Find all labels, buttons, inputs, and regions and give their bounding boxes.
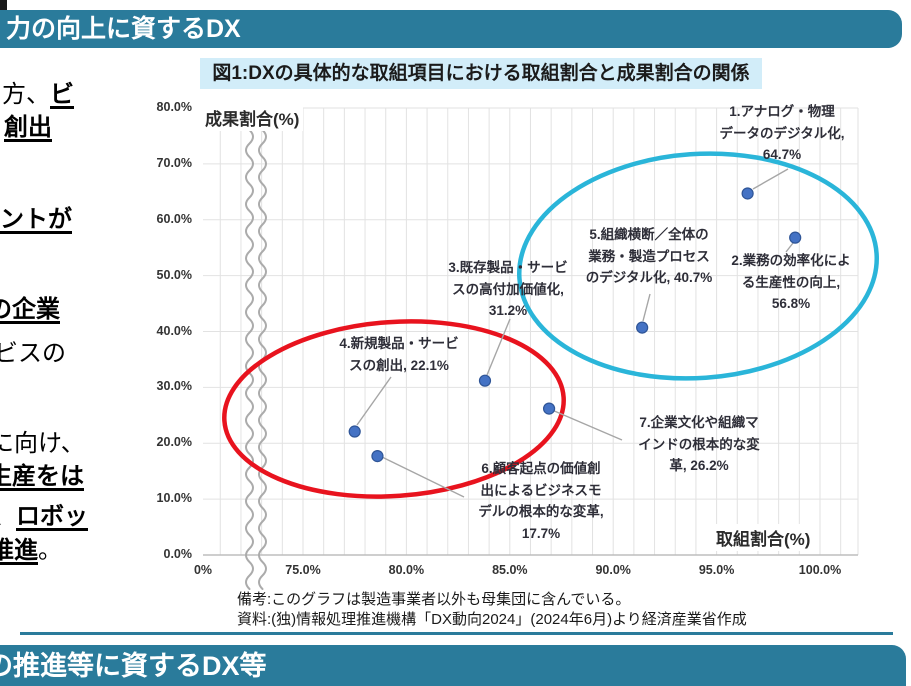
left-text-segment: 推進: [0, 537, 38, 564]
left-text-line: 生産をは: [0, 463, 84, 491]
leader-line: [486, 318, 511, 376]
axis-break-squiggle: [245, 129, 254, 590]
leader-line: [752, 168, 789, 190]
data-point: [542, 402, 556, 415]
cutoff-mark: [0, 0, 7, 12]
left-text-segment: 創出: [4, 114, 52, 141]
x-axis-title: 取組割合(%): [712, 524, 815, 551]
y-axis-title: 成果割合(%): [201, 104, 304, 131]
section-header-top-title: 力の向上に資するDX: [6, 15, 241, 43]
data-point: [789, 231, 802, 244]
leader-line: [551, 409, 623, 441]
left-text-segment: に向け、: [0, 430, 85, 457]
left-text-line: ビスの: [0, 340, 66, 368]
data-point: [636, 321, 649, 334]
figure-title: 図1:DXの具体的な取組項目における取組割合と成果割合の関係: [200, 58, 762, 89]
left-text-segment: 。: [38, 537, 62, 564]
leader-line: [356, 376, 392, 426]
data-point: [741, 187, 754, 200]
left-text-segment: 方、: [2, 81, 50, 108]
left-text-segment: ビ: [50, 81, 74, 108]
left-text-segment: ビスの: [0, 340, 66, 367]
group-ellipse-cyan: [517, 151, 879, 381]
group-ellipse-red: [222, 319, 566, 499]
leader-line: [642, 293, 651, 322]
data-point: [478, 374, 492, 387]
left-text-segment: ントが: [0, 206, 72, 233]
left-text-line: 創出: [4, 114, 52, 142]
leader-line: [381, 456, 465, 498]
chart-note-source: 資料:(独)情報処理推進機構「DX動向2024」(2024年6月)より経済産業省…: [237, 611, 747, 628]
section-header-top: 力の向上に資するDX: [0, 10, 902, 48]
left-text-line: 方、ビ: [2, 81, 74, 109]
section-divider-line: [20, 632, 893, 635]
data-point: [348, 425, 361, 438]
left-text-segment: 生産をは: [0, 463, 84, 490]
left-text-segment: 、: [0, 503, 16, 530]
left-text-segment: の企業: [0, 296, 60, 323]
leader-line: [785, 242, 794, 253]
left-text-line: の企業: [0, 296, 60, 324]
left-text-line: 、ロボッ: [0, 503, 88, 531]
chart-note-remarks: 備考:このグラフは製造事業者以外も母集団に含んでいる。: [237, 591, 631, 608]
left-text-line: ントが: [0, 206, 72, 234]
left-text-segment: ロボッ: [16, 503, 88, 530]
data-point: [371, 450, 384, 463]
section-header-bottom: の推進等に資するDX等: [0, 645, 906, 686]
section-header-bottom-title: の推進等に資するDX等: [0, 651, 267, 681]
left-text-line: に向け、: [0, 430, 85, 458]
left-text-line: 推進。: [0, 537, 62, 565]
